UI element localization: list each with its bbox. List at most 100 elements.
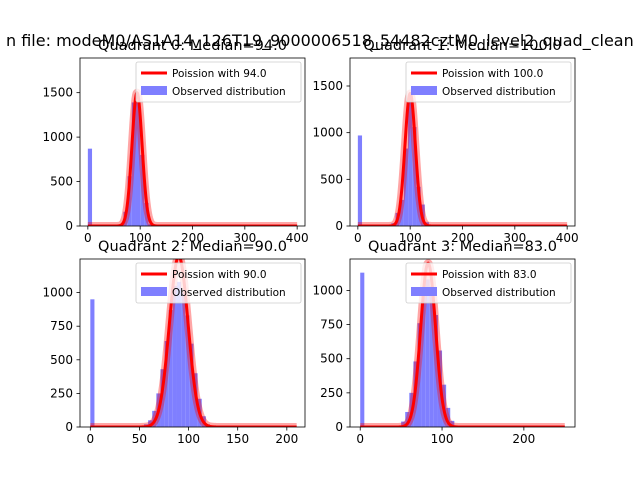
histogram-bar-zero — [90, 299, 95, 427]
y-tick-label: 0 — [335, 219, 343, 233]
x-tick-label: 150 — [226, 432, 249, 446]
subplot-quadrant-0: 0 100 200 300 400 0 500 1000 1500 Quadrant 0: Med… — [42, 38, 308, 245]
y-tick-label: 0 — [65, 420, 73, 434]
y-tick-label: 250 — [50, 386, 73, 400]
histogram-bar — [412, 127, 417, 226]
histogram-bar — [450, 420, 455, 427]
x-tick-label: 300 — [503, 231, 526, 245]
x-tick-label: 200 — [451, 231, 474, 245]
legend: Poission with 94.0 Observed distribution — [135, 61, 302, 103]
subplot-title: Quadrant 2: Median=90.0 — [98, 239, 287, 255]
legend: Poission with 100.0 Observed distribution — [405, 61, 572, 103]
axes-frame — [349, 258, 576, 428]
x-tick-label: 200 — [181, 231, 204, 245]
y-tick-label: 1000 — [42, 286, 73, 300]
legend-label-poisson: Poission with 94.0 — [172, 68, 267, 80]
histogram-bar — [416, 186, 421, 226]
histogram-bar — [127, 176, 132, 226]
legend: Poission with 83.0 Observed distribution — [405, 262, 572, 304]
histogram-bar — [403, 148, 409, 226]
x-tick-label: 0 — [356, 432, 364, 446]
y-tick-label: 1500 — [312, 79, 343, 93]
x-tick-label: 200 — [512, 432, 535, 446]
histogram-bar — [446, 407, 451, 427]
x-tick-label: 100 — [431, 432, 454, 446]
x-tick-label: 0 — [84, 231, 92, 245]
legend-label-poisson: Poission with 100.0 — [442, 68, 543, 80]
x-tick-label: 200 — [275, 432, 298, 446]
subplot-title: Quadrant 0: Median=94.0 — [98, 38, 287, 54]
histogram-bar — [135, 102, 141, 226]
histogram-bar-zero — [87, 148, 93, 226]
y-tick-label: 250 — [320, 386, 343, 400]
histogram-bar — [189, 343, 194, 427]
y-tick-label: 1000 — [312, 283, 343, 297]
legend-label-observed: Observed distribution — [172, 287, 286, 299]
legend-label-poisson: Poission with 90.0 — [172, 269, 267, 281]
histogram-bar — [181, 292, 186, 427]
legend-label-poisson: Poission with 83.0 — [442, 269, 537, 281]
legend-patch-swatch — [141, 287, 167, 296]
histogram-bar — [408, 97, 413, 226]
legend-label-observed: Observed distribution — [442, 287, 556, 299]
y-tick-label: 500 — [50, 175, 73, 189]
x-tick-label: 300 — [233, 231, 256, 245]
y-tick-label: 750 — [50, 319, 73, 333]
y-tick-label: 1500 — [42, 86, 73, 100]
histogram-bar — [185, 315, 190, 427]
histogram-bar — [433, 315, 438, 427]
histogram-bar — [144, 202, 149, 226]
y-tick-label: 1000 — [42, 130, 73, 144]
histogram-bar-zero — [360, 272, 365, 427]
figure-suptitle: n file: modeM0/AS1A14_126T19_9000006518_… — [6, 31, 634, 50]
legend: Poission with 90.0 Observed distribution — [135, 262, 302, 304]
histogram-bar — [425, 279, 430, 427]
poisson-curve-halo — [354, 89, 571, 226]
legend-frame — [135, 61, 302, 103]
legend-frame — [405, 262, 572, 304]
legend-patch-swatch — [141, 86, 167, 95]
y-tick-label: 0 — [335, 420, 343, 434]
histogram-bar — [164, 340, 169, 427]
axes-frame — [79, 258, 306, 428]
subplot-title: Quadrant 1: Median=100.0 — [363, 38, 561, 54]
subplot-quadrant-1: 0 100 200 300 400 0 500 1000 1500 Quadrant 1: Med… — [312, 38, 578, 245]
plot-area — [354, 89, 571, 226]
poisson-curve-line — [89, 259, 298, 427]
x-tick-label: 100 — [129, 231, 152, 245]
legend-label-observed: Observed distribution — [172, 86, 286, 98]
x-tick-label: 400 — [556, 231, 579, 245]
plot-area — [84, 88, 301, 226]
poisson-curve-line — [356, 91, 569, 226]
histogram-bar — [429, 286, 434, 427]
plot-area — [86, 259, 301, 427]
x-tick-label: 100 — [399, 231, 422, 245]
subplot-quadrant-2: 0 50 100 150 200 0 250 500 750 1000 Quadrant 2: Me… — [42, 239, 306, 446]
histogram-bar — [148, 420, 153, 427]
legend-patch-swatch — [411, 287, 437, 296]
y-tick-label: 1000 — [312, 126, 343, 140]
histogram-bar — [421, 293, 426, 427]
subplot-quadrant-3: 0 100 200 0 250 500 750 1000 Quadrant 3: Median=… — [312, 239, 576, 446]
histogram-bar — [417, 323, 422, 427]
x-tick-label: 400 — [286, 231, 309, 245]
x-tick-label: 0 — [354, 231, 362, 245]
poisson-curve-halo — [84, 88, 301, 226]
histogram-bar — [131, 102, 136, 226]
histogram-bar — [140, 154, 145, 226]
histogram-bar-zero — [357, 135, 363, 226]
x-tick-label: 100 — [177, 432, 200, 446]
y-tick-label: 750 — [320, 318, 343, 332]
legend-frame — [405, 61, 572, 103]
histogram-bar — [405, 411, 410, 427]
histogram-bar — [399, 199, 404, 226]
y-tick-label: 500 — [50, 353, 73, 367]
histogram-bar — [401, 421, 406, 427]
legend-label-observed: Observed distribution — [442, 86, 556, 98]
histogram-bar — [168, 310, 173, 427]
y-tick-label: 500 — [320, 172, 343, 186]
legend-frame — [135, 262, 302, 304]
subplot-title: Quadrant 3: Median=83.0 — [368, 239, 557, 255]
y-tick-label: 500 — [320, 352, 343, 366]
